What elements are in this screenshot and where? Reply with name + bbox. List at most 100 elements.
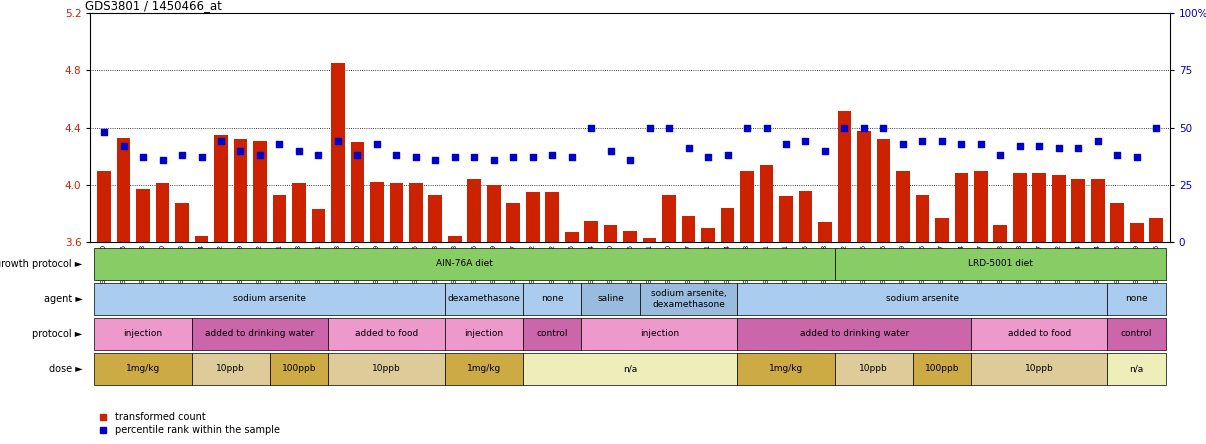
Bar <box>935 218 949 242</box>
Point <box>387 151 406 159</box>
Text: LRD-5001 diet: LRD-5001 diet <box>968 259 1032 269</box>
Point <box>426 156 445 163</box>
Text: injection: injection <box>464 329 504 338</box>
Point <box>309 151 328 159</box>
Text: added to drinking water: added to drinking water <box>205 329 315 338</box>
Bar <box>857 131 871 242</box>
Point <box>134 154 153 161</box>
Text: GDS3801 / 1450466_at: GDS3801 / 1450466_at <box>86 0 222 12</box>
Bar <box>779 196 792 242</box>
Point <box>211 138 230 145</box>
Bar <box>721 208 734 242</box>
Point <box>718 151 737 159</box>
Point <box>523 154 543 161</box>
Bar <box>1130 223 1143 242</box>
Text: none: none <box>1125 294 1148 303</box>
Bar <box>215 135 228 242</box>
Point <box>113 143 133 150</box>
Point <box>328 138 347 145</box>
Point <box>153 156 172 163</box>
Point <box>543 151 562 159</box>
Point <box>854 124 873 131</box>
Bar <box>1071 179 1085 242</box>
Bar <box>701 228 715 242</box>
Point <box>679 145 698 152</box>
Point <box>1049 145 1069 152</box>
Bar <box>585 221 598 242</box>
Bar <box>468 179 481 242</box>
Bar <box>915 195 929 242</box>
Text: 10ppb: 10ppb <box>216 364 245 373</box>
Point <box>581 124 601 131</box>
Text: dose ►: dose ► <box>49 364 83 374</box>
Bar <box>1149 218 1163 242</box>
Bar <box>1052 175 1066 242</box>
Bar <box>954 173 968 242</box>
Text: dexamethasone: dexamethasone <box>447 294 521 303</box>
Bar <box>98 170 111 242</box>
Point <box>990 151 1009 159</box>
Text: AIN-76A diet: AIN-76A diet <box>437 259 493 269</box>
Bar <box>428 195 443 242</box>
Point <box>1011 143 1030 150</box>
Text: added to drinking water: added to drinking water <box>800 329 909 338</box>
Bar <box>818 222 832 242</box>
Bar <box>643 238 656 242</box>
Bar <box>136 189 150 242</box>
Text: added to food: added to food <box>1008 329 1071 338</box>
Text: n/a: n/a <box>1130 364 1143 373</box>
Point <box>894 140 913 147</box>
Bar <box>253 140 267 242</box>
Bar <box>740 170 754 242</box>
Point <box>874 124 894 131</box>
Point <box>601 147 620 154</box>
Point <box>270 140 289 147</box>
Text: protocol ►: protocol ► <box>33 329 83 339</box>
Text: 100ppb: 100ppb <box>925 364 959 373</box>
Text: control: control <box>537 329 568 338</box>
Text: sodium arsenite: sodium arsenite <box>233 294 306 303</box>
Bar <box>1111 203 1124 242</box>
Point <box>230 147 250 154</box>
Bar <box>390 183 403 242</box>
Point <box>620 156 639 163</box>
Text: agent ►: agent ► <box>43 294 83 304</box>
Point <box>347 151 367 159</box>
Legend: transformed count, percentile rank within the sample: transformed count, percentile rank withi… <box>95 408 283 439</box>
Bar <box>624 230 637 242</box>
Bar <box>896 170 909 242</box>
Point <box>445 154 464 161</box>
Point <box>289 147 309 154</box>
Bar <box>798 190 813 242</box>
Point <box>562 154 581 161</box>
Text: none: none <box>540 294 563 303</box>
Text: added to food: added to food <box>355 329 418 338</box>
Text: 100ppb: 100ppb <box>282 364 316 373</box>
Point <box>406 154 426 161</box>
Bar <box>117 138 130 242</box>
Point <box>504 154 523 161</box>
Bar <box>974 170 988 242</box>
Point <box>835 124 854 131</box>
Bar <box>1032 173 1046 242</box>
Point <box>1069 145 1088 152</box>
Bar <box>409 183 422 242</box>
Text: sodium arsenite: sodium arsenite <box>886 294 959 303</box>
Bar <box>662 195 675 242</box>
Bar <box>760 165 773 242</box>
Point <box>932 138 952 145</box>
Point <box>1128 154 1147 161</box>
Text: control: control <box>1120 329 1153 338</box>
Point <box>737 124 756 131</box>
Point <box>1030 143 1049 150</box>
Point <box>952 140 971 147</box>
Point <box>913 138 932 145</box>
Bar <box>332 63 345 242</box>
Point <box>1107 151 1126 159</box>
Point <box>484 156 503 163</box>
Point <box>757 124 777 131</box>
Bar <box>311 209 326 242</box>
Bar <box>487 185 500 242</box>
Bar <box>370 182 384 242</box>
Point <box>367 140 386 147</box>
